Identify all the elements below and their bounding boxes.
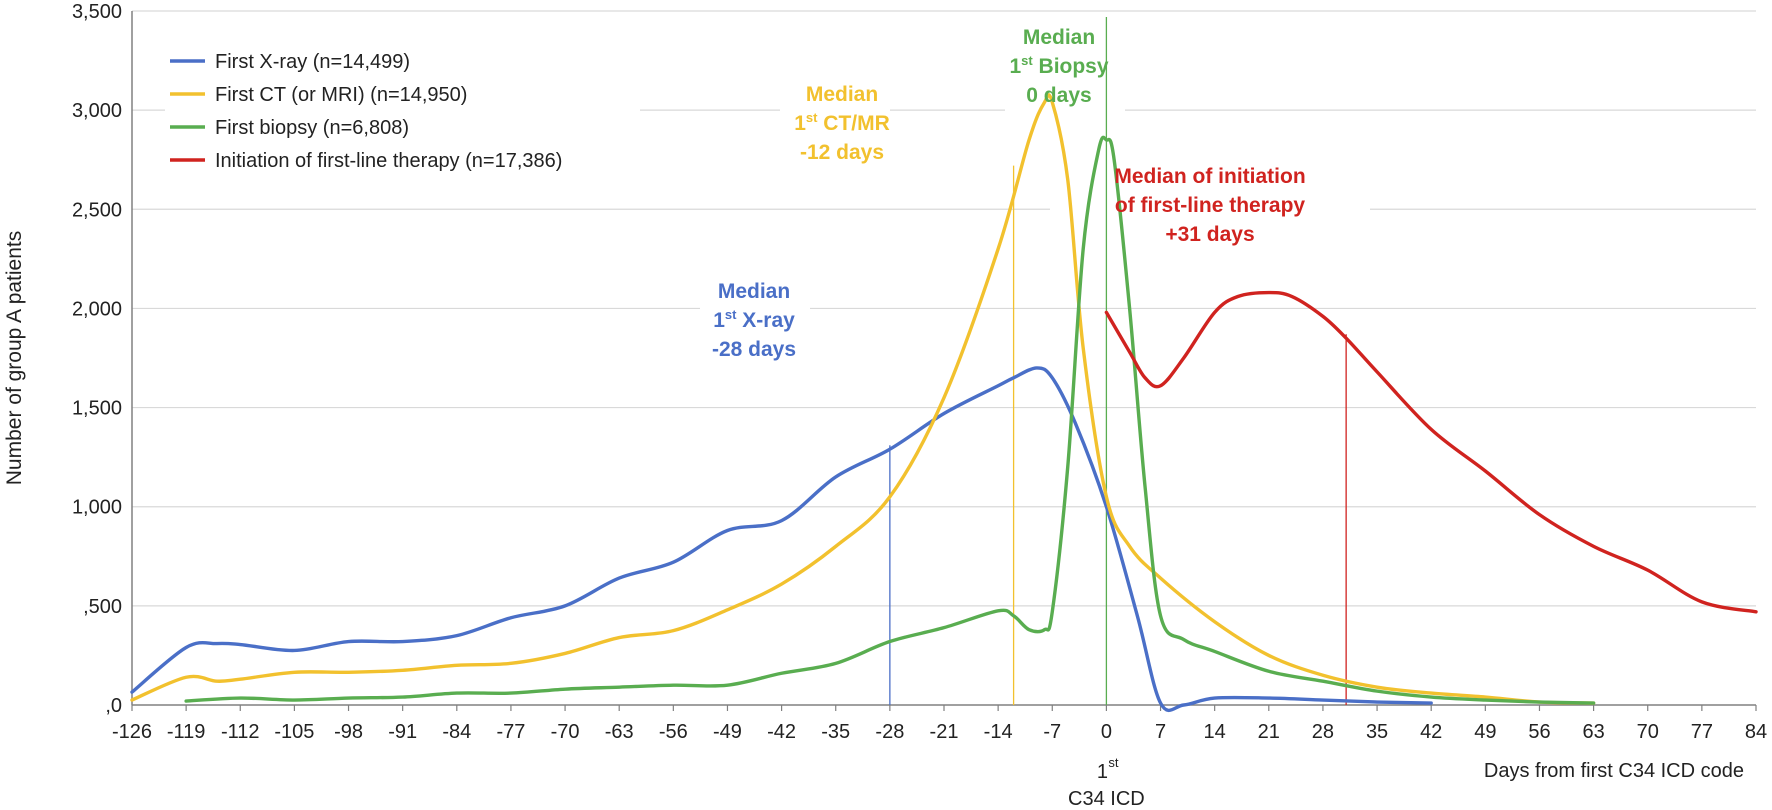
annotation-xray-title: Median (718, 280, 790, 303)
legend-label: First CT (or MRI) (n=14,950) (215, 84, 467, 106)
x-tick-label: -28 (875, 721, 904, 743)
series-line-2 (184, 135, 1596, 705)
series (130, 93, 1758, 713)
y-tick-label: 1,000 (72, 497, 122, 519)
x-tick-label: -91 (388, 721, 417, 743)
x-tick-label: 56 (1528, 721, 1550, 743)
legend-label: First X-ray (n=14,499) (215, 51, 410, 73)
x-tick-label: -112 (221, 721, 260, 743)
y-tick-label: 2,500 (72, 199, 122, 221)
x-special-label-superscript: st (1108, 755, 1119, 770)
series-line-3 (1104, 290, 1758, 614)
x-tick-label: -119 (167, 721, 206, 743)
annotation-biopsy-value: 0 days (1026, 84, 1091, 107)
annotation-therapy-line: of first-line therapy (1115, 194, 1306, 217)
y-axis: ,0 ,500 1,000 1,500 2,000 2,500 3,000 3,500 Numb… (3, 1, 122, 717)
x-tick-label: -7 (1043, 721, 1061, 743)
x-tick-label: 77 (1691, 721, 1713, 743)
x-tick-label: 49 (1474, 721, 1496, 743)
x-tick-label: 7 (1155, 721, 1166, 743)
annotation-biopsy-title: Median (1023, 26, 1095, 49)
label-backdrop (700, 270, 810, 370)
x-tick-label: 21 (1258, 721, 1280, 743)
x-tick-label: -35 (821, 721, 850, 743)
x-tick-label: 0 (1101, 721, 1112, 743)
annotation-backgrounds (165, 20, 1370, 370)
annotation-ct-value: -12 days (800, 141, 884, 164)
x-tick-label: -21 (930, 721, 959, 743)
label-backdrop (1005, 20, 1125, 120)
annotation-ct-subject: 1st CT/MR (794, 110, 890, 135)
y-tick-label: 3,500 (72, 1, 122, 23)
x-tick-label: 63 (1582, 721, 1604, 743)
x-tick-label: -84 (442, 721, 471, 743)
x-tick-label: -56 (659, 721, 688, 743)
y-tick-label: ,500 (83, 596, 122, 618)
y-axis-label: Number of group A patients (3, 231, 26, 486)
x-tick-label: 28 (1312, 721, 1334, 743)
x-tick-label: -49 (713, 721, 742, 743)
series-line-0 (130, 366, 1433, 713)
x-tick-label: 84 (1745, 721, 1767, 743)
annotation-biopsy-subject: 1st Biopsy (1009, 53, 1108, 78)
annotation-therapy-line: +31 days (1165, 223, 1254, 246)
x-special-label-text: C34 ICD (1068, 788, 1145, 810)
x-tick-label: 42 (1420, 721, 1442, 743)
x-tick-label: 70 (1637, 721, 1659, 743)
label-backdrop (1050, 150, 1370, 260)
x-tick-label: 35 (1366, 721, 1388, 743)
y-tick-label: ,0 (105, 695, 122, 717)
label-backdrop (165, 40, 640, 180)
series-line-1 (130, 93, 1596, 705)
x-tick-label: -14 (984, 721, 1013, 743)
x-axis: -126 -119 -112 -105 -98 -91 -84 -77 -70 -63 -56 -49… (112, 705, 1767, 810)
y-tick-label: 3,000 (72, 100, 122, 122)
y-tick-label: 2,000 (72, 298, 122, 320)
legend-label: First biopsy (n=6,808) (215, 117, 409, 139)
x-tick-label: -77 (496, 721, 525, 743)
x-tick-label: -126 (112, 721, 152, 743)
annotations: Median 1st X-ray -28 days Median 1st CT/MR -1… (712, 26, 1306, 361)
x-tick-label: -42 (767, 721, 796, 743)
x-tick-label: -98 (334, 721, 363, 743)
x-special-label-number: 1 (1097, 761, 1108, 783)
x-tick-label: -105 (274, 721, 314, 743)
y-tick-label: 1,500 (72, 398, 122, 420)
legend: First X-ray (n=14,499) First CT (or MRI) … (170, 51, 562, 172)
annotation-ct-title: Median (806, 83, 878, 106)
x-tick-label: -63 (605, 721, 634, 743)
x-tick-label: -70 (551, 721, 580, 743)
x-axis-label: Days from first C34 ICD code (1484, 760, 1744, 782)
x-tick-label: 14 (1204, 721, 1226, 743)
legend-label: Initiation of first-line therapy (n=17,3… (215, 150, 562, 172)
label-backdrop (780, 80, 890, 180)
annotation-xray-value: -28 days (712, 338, 796, 361)
annotation-xray-subject: 1st X-ray (713, 307, 795, 332)
annotation-therapy-line: Median of initiation (1114, 165, 1305, 188)
